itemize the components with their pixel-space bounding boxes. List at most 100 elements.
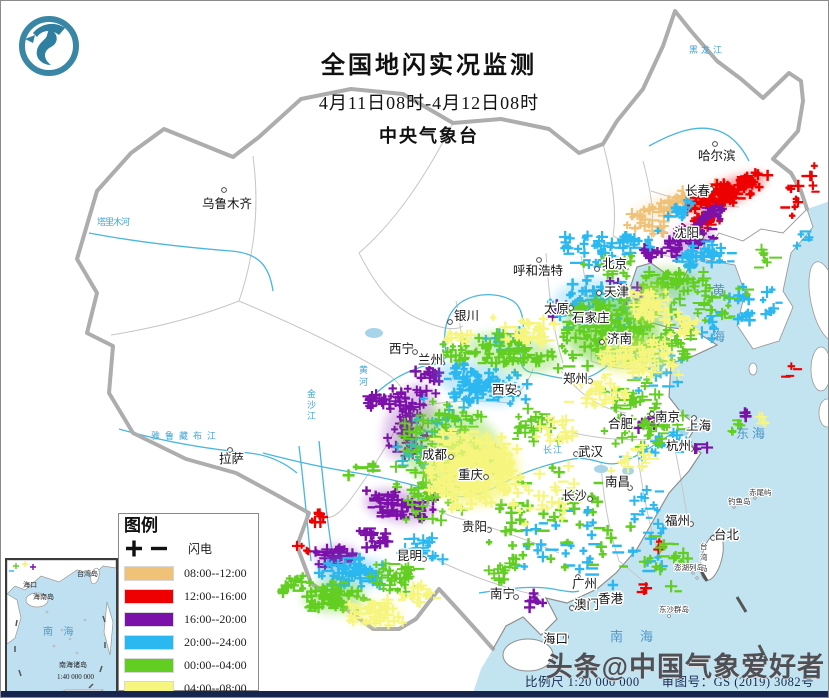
lightning-cluster-green xyxy=(698,285,754,324)
city-label: 成都 xyxy=(422,448,448,462)
city-dot xyxy=(594,598,600,604)
legend-symbols: 闪电 xyxy=(124,539,258,557)
city-marker-group: 沈阳 xyxy=(673,224,704,242)
city-marker-group: 银川 xyxy=(447,308,481,325)
lightning-cluster-cyan xyxy=(396,532,449,565)
legend-time-label: 16:00--20:00 xyxy=(184,611,247,626)
legend-entry: 16:00--20:00 xyxy=(124,611,258,627)
city-label: 西宁 xyxy=(389,341,414,356)
sea-label: 南海 xyxy=(610,629,653,644)
city-label: 天津 xyxy=(604,285,629,299)
lightning-cluster-green xyxy=(366,558,425,598)
city-dot xyxy=(568,305,574,311)
city-dot xyxy=(691,415,697,421)
watermark: 头条@中国气象爱好者 xyxy=(545,652,825,682)
city-label: 太原 xyxy=(544,301,569,316)
city-dot xyxy=(708,186,714,192)
japan-islands xyxy=(748,261,828,428)
cma-logo xyxy=(19,16,79,76)
lightning-cluster-yellow xyxy=(397,579,442,609)
city-label: 香港 xyxy=(598,592,624,606)
lightning-cluster-yellow xyxy=(754,411,770,428)
lightning-cluster-yellow xyxy=(344,593,407,630)
lightning-cluster-yellow xyxy=(616,439,660,473)
city-dot xyxy=(448,454,454,460)
city-label: 哈尔滨 xyxy=(698,148,736,163)
pearl-river xyxy=(478,586,580,594)
island-label: 澎湖列岛 xyxy=(674,562,704,572)
mekong-river xyxy=(318,440,334,558)
city-dot xyxy=(627,485,633,491)
inset-scale-label: 1:40 000 000 xyxy=(57,673,94,681)
tarim-river xyxy=(88,232,274,292)
city-label: 北京 xyxy=(602,257,627,271)
city-dot xyxy=(421,556,427,562)
city-marker-group: 呼和浩特 xyxy=(512,257,565,280)
sea-label: 东海 xyxy=(736,426,765,441)
lightning-cluster-yellow xyxy=(479,460,616,528)
legend-entry: 20:00--24:00 xyxy=(124,634,258,650)
legend-time-label: 08:00--12:00 xyxy=(184,565,247,580)
title-block: 全国地闪实况监测 4月11日08时-4月12日08时 中央气象台 xyxy=(259,45,599,148)
plus-symbol-icon xyxy=(126,540,142,556)
legend-swatch-cyan xyxy=(124,634,174,650)
city-label: 郑州 xyxy=(563,371,588,386)
map-labels-layer: 黄海东 海南 海 塔里木河黄河金沙江雅鲁藏布江长江 黑龙江台湾岛 钓鱼岛赤尾屿澎湖列岛东沙… xyxy=(97,44,773,644)
island-label: 台湾岛 xyxy=(700,541,708,573)
city-dot xyxy=(563,634,569,640)
lightning-cluster-green xyxy=(342,460,381,482)
map-scale: 比例尺 1:20 000 000 xyxy=(525,675,640,689)
korea-landmass xyxy=(700,208,814,350)
city-marker-group: 武汉 xyxy=(573,444,605,461)
city-dot xyxy=(439,360,445,366)
city-dot xyxy=(710,535,716,541)
city-marker-group: 南昌 xyxy=(604,473,633,491)
lightning-cluster-yellow xyxy=(532,414,579,446)
lightning-cluster-green xyxy=(683,266,714,308)
city-marker-group: 澳门 xyxy=(569,596,601,614)
city-marker-group: 贵阳 xyxy=(461,519,492,536)
city-label: 南宁 xyxy=(490,586,515,601)
lightning-cluster-red xyxy=(781,362,803,378)
legend-entries: 08:00--12:00 12:00--16:00 16:00--20:00 20:0… xyxy=(124,565,258,696)
city-dot xyxy=(600,318,606,324)
lightning-cluster-green xyxy=(727,419,746,436)
city-marker-group: 重庆 xyxy=(457,466,489,484)
city-label: 广州 xyxy=(572,577,597,591)
city-marker-group: 台北 xyxy=(710,526,741,544)
city-dot xyxy=(688,521,694,527)
coastline xyxy=(492,258,719,650)
lightning-cluster-purple xyxy=(362,384,410,413)
city-dot xyxy=(221,187,227,193)
city-label: 重庆 xyxy=(458,467,484,482)
city-label: 沈阳 xyxy=(674,225,699,240)
lightning-cluster-red xyxy=(804,162,820,193)
city-marker-group: 长春 xyxy=(684,183,714,200)
city-dot xyxy=(575,574,581,580)
lightning-cluster-cyan xyxy=(629,485,668,537)
city-label: 乌鲁木齐 xyxy=(202,196,253,211)
page-title: 全国地闪实况监测 xyxy=(321,53,537,79)
lightning-cluster-cyan xyxy=(792,230,814,250)
lightning-cluster-green xyxy=(299,579,371,614)
city-label: 澳门 xyxy=(574,597,599,612)
city-marker-group: 北京 xyxy=(594,256,629,273)
lightning-layer xyxy=(277,162,820,630)
lightning-cluster-purple xyxy=(689,441,714,455)
lightning-cluster-red xyxy=(780,174,811,219)
legend-swatch-red xyxy=(124,588,174,604)
city-dot xyxy=(587,496,593,502)
city-label: 银川 xyxy=(454,309,479,323)
city-marker-group: 西安 xyxy=(491,381,521,399)
city-marker-group: 长沙 xyxy=(561,488,593,505)
city-dot xyxy=(447,319,453,325)
city-dot xyxy=(536,257,542,263)
lightning-cluster-green xyxy=(483,557,519,586)
lightning-cluster-purple xyxy=(355,527,394,554)
city-marker-group: 西宁 xyxy=(388,340,418,358)
city-dot xyxy=(483,474,489,480)
legend-time-label: 20:00--24:00 xyxy=(184,634,247,649)
city-dot xyxy=(594,266,600,272)
city-marker-group: 郑州 xyxy=(562,370,593,388)
